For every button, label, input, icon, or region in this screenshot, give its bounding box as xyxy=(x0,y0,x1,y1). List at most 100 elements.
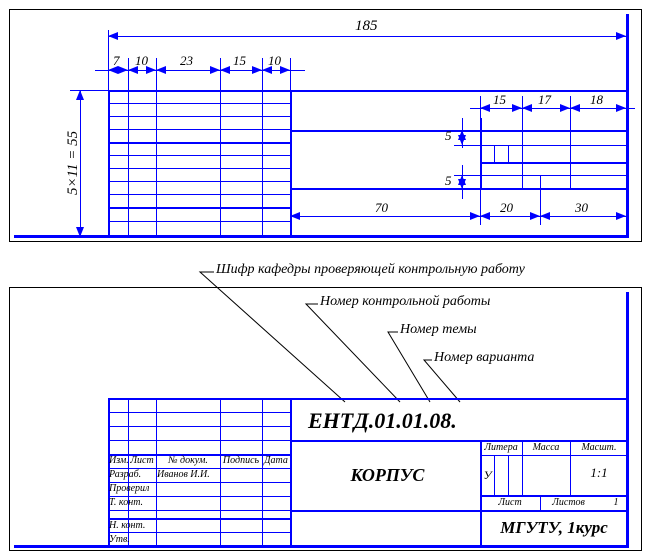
rg-c1 xyxy=(522,130,523,188)
tb-top xyxy=(108,398,628,400)
rg-a18l xyxy=(570,104,580,112)
lg-r7 xyxy=(108,181,291,182)
d10b: 10 xyxy=(268,53,281,69)
b70l xyxy=(290,212,300,220)
lg-r10 xyxy=(108,221,291,222)
b20l xyxy=(480,212,490,220)
dim185-text: 185 xyxy=(355,18,378,35)
top-frame xyxy=(9,9,642,242)
tb-code: ЕНТД.01.01.08. xyxy=(308,408,618,434)
lg-c1 xyxy=(128,90,129,237)
rg-r1 xyxy=(480,145,628,146)
rg-d17: 17 xyxy=(538,92,551,108)
rg5-t1: 5 xyxy=(445,128,452,144)
hdr-data: Дата xyxy=(263,455,289,466)
dim185-ar-l xyxy=(108,32,118,40)
rg-d15: 15 xyxy=(493,92,506,108)
lg-r8 xyxy=(108,194,291,195)
lg-r3 xyxy=(108,129,291,130)
hdr-list: Лист xyxy=(129,455,155,466)
dim55-ad xyxy=(76,227,84,237)
rg-iv1 xyxy=(494,145,495,162)
d10: 10 xyxy=(135,53,148,69)
tb-liv2 xyxy=(508,455,509,495)
tb-r2 xyxy=(108,426,291,427)
b30r xyxy=(616,212,626,220)
b70t: 70 xyxy=(375,200,388,216)
d7: 7 xyxy=(113,53,120,69)
rg5-ad1 xyxy=(458,135,466,145)
hdr-izm: Изм. xyxy=(109,455,128,466)
top-ext-5 xyxy=(290,58,291,92)
lbl-masst: Масшт. xyxy=(571,442,627,453)
lg-top xyxy=(108,90,291,92)
a10br xyxy=(280,66,290,74)
rg-a18r xyxy=(616,104,626,112)
rg-a15l xyxy=(480,104,490,112)
lg-l xyxy=(108,90,110,237)
lg-r4 xyxy=(108,142,291,144)
tb-name: КОРПУС xyxy=(300,465,475,486)
tb-rr1 xyxy=(480,455,628,456)
row-razrab: Разраб. xyxy=(109,469,155,480)
lg-r5 xyxy=(108,155,291,156)
a23r xyxy=(210,66,220,74)
top-ext-2 xyxy=(156,58,157,92)
rg5-ext2a xyxy=(454,175,480,176)
a15r xyxy=(252,66,262,74)
hdr-podp: Подпись xyxy=(221,455,261,466)
tb-c3 xyxy=(220,398,221,546)
d23: 23 xyxy=(180,53,193,69)
row-razrabn: Иванов И.И. xyxy=(157,469,219,480)
bt-br-r xyxy=(626,292,629,547)
rg-e3 xyxy=(626,96,627,130)
rg-c2 xyxy=(570,130,571,188)
lg-c3 xyxy=(220,90,221,237)
lg-r9 xyxy=(108,207,291,209)
hdr-ndok: № докум. xyxy=(157,455,219,466)
b70r xyxy=(470,212,480,220)
lg-r6 xyxy=(108,168,291,169)
b-ext-626 xyxy=(626,190,627,225)
rg-d18: 18 xyxy=(590,92,603,108)
rg-e2 xyxy=(570,96,571,130)
tb-r8 xyxy=(108,510,291,511)
lg-c2 xyxy=(156,90,157,237)
lbl-list: Лист xyxy=(481,497,539,508)
tb-r10 xyxy=(108,532,291,533)
dim185-line xyxy=(108,36,626,37)
rg-bv xyxy=(540,175,541,189)
dim55-au xyxy=(76,90,84,100)
rg-r2 xyxy=(480,162,628,164)
tb-school: МГУТУ, 1курс xyxy=(484,518,624,538)
tb-c5 xyxy=(290,398,292,546)
anno3: Номер темы xyxy=(400,322,477,338)
val-scale: 1:1 xyxy=(571,465,627,481)
rg-e1 xyxy=(522,96,523,130)
rg5-ext1a xyxy=(454,130,480,131)
b30t: 30 xyxy=(575,200,588,216)
rg-dimln xyxy=(470,108,635,109)
lg-c4 xyxy=(262,90,263,237)
rg5-t2: 5 xyxy=(445,173,452,189)
mid-top xyxy=(290,90,628,92)
row-tkont: Т. конт. xyxy=(109,497,155,508)
tb-r3 xyxy=(108,440,291,441)
rg-e0 xyxy=(480,96,481,130)
row-utv: Утв. xyxy=(109,534,155,545)
lg-r2 xyxy=(108,116,291,117)
rg-a17r xyxy=(560,104,570,112)
top-ext-0 xyxy=(108,58,109,92)
rg-a17l xyxy=(522,104,532,112)
d15: 15 xyxy=(233,53,246,69)
top-ext-1 xyxy=(128,58,129,92)
lbl-massa: Масса xyxy=(523,442,569,453)
rg5-ext1b xyxy=(454,145,480,146)
row-prov: Проверил xyxy=(109,483,155,494)
a23l xyxy=(156,66,166,74)
top-ext-4 xyxy=(262,58,263,92)
rg5-ext2b xyxy=(454,188,480,189)
anno1: Шифр кафедры проверяющей контрольную раб… xyxy=(216,262,525,278)
tb-liv1 xyxy=(494,455,495,495)
a15l xyxy=(220,66,230,74)
